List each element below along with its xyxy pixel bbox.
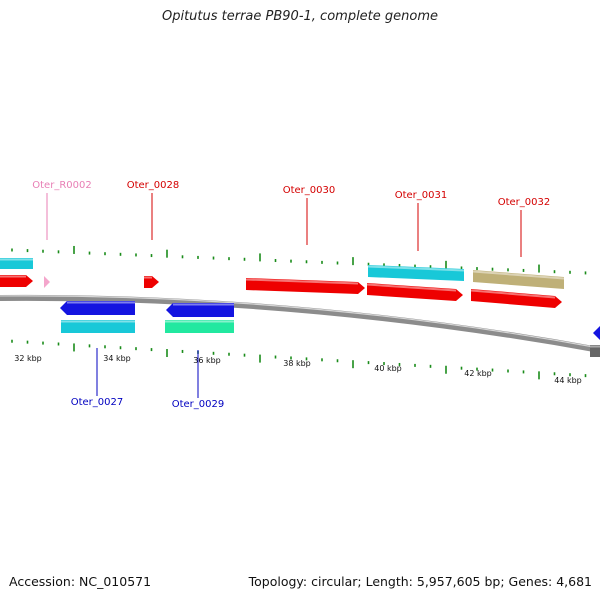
scale-label: 40 kbp	[374, 364, 402, 373]
scale-label: 34 kbp	[103, 354, 131, 363]
scale-label: 38 kbp	[283, 359, 311, 368]
gene-feature-gray-right[interactable]	[590, 345, 600, 357]
gene-features	[0, 258, 600, 357]
gene-feature-highlight	[367, 265, 465, 272]
scale-label: 32 kbp	[14, 354, 42, 363]
scale-ticks: 32 kbp 34 kbp 36 kbp 38 kbp 40 kbp 42 kbp 44 k…	[11, 245, 587, 385]
gene-feature-Oter_0030[interactable]	[246, 278, 365, 294]
gene-feature-highlight	[470, 289, 556, 299]
gene-label-Oter_0028[interactable]: Oter_0028	[127, 180, 180, 191]
gene-feature-highlight	[472, 270, 565, 280]
genome-title: Opitutus terrae PB90-1, complete genome	[161, 9, 439, 24]
scale-label: 44 kbp	[554, 376, 582, 385]
gene-feature-highlight	[245, 278, 359, 285]
gene-labels: Oter_R0002 Oter_0028 Oter_0030 Oter_0031 Ote…	[32, 180, 550, 410]
scale-label: 36 kbp	[193, 356, 221, 365]
genome-summary-text: Topology: circular; Length: 5,957,605 bp…	[248, 574, 592, 589]
gene-label-Oter_0030[interactable]: Oter_0030	[283, 185, 336, 196]
gene-label-Oter_0029[interactable]: Oter_0029	[172, 399, 225, 410]
gene-feature-blue-right[interactable]	[593, 326, 600, 340]
gene-feature-green-Oter_0029[interactable]	[165, 320, 234, 333]
gene-feature-cyan-Oter_0027[interactable]	[61, 320, 135, 333]
rna-feature-Oter_R0002[interactable]	[44, 276, 50, 288]
gene-feature-cyan-left[interactable]	[0, 258, 33, 269]
gene-feature-highlight	[366, 283, 457, 292]
genome-backbone	[0, 294, 600, 354]
accession-text: Accession: NC_010571	[9, 574, 152, 589]
gene-feature-Oter_0031[interactable]	[367, 283, 463, 301]
gene-feature-Oter_0032[interactable]	[471, 289, 562, 308]
scale-label: 42 kbp	[464, 369, 492, 378]
gene-label-Oter_0027[interactable]: Oter_0027	[71, 397, 124, 408]
gene-label-Oter_0032[interactable]: Oter_0032	[498, 197, 551, 208]
gene-feature-Oter_0028[interactable]	[144, 276, 159, 288]
gene-label-Oter_R0002[interactable]: Oter_R0002	[32, 180, 91, 191]
gene-feature-red-left[interactable]	[0, 275, 33, 287]
gene-feature-Oter_0029[interactable]	[166, 303, 234, 317]
gene-label-Oter_0031[interactable]: Oter_0031	[395, 190, 448, 201]
gene-feature-khaki-Oter_0032[interactable]	[473, 270, 564, 289]
genome-backbone-highlight	[0, 295, 600, 349]
gene-feature-cyan-Oter_0031[interactable]	[368, 265, 464, 281]
gene-feature-Oter_0027[interactable]	[60, 301, 135, 315]
